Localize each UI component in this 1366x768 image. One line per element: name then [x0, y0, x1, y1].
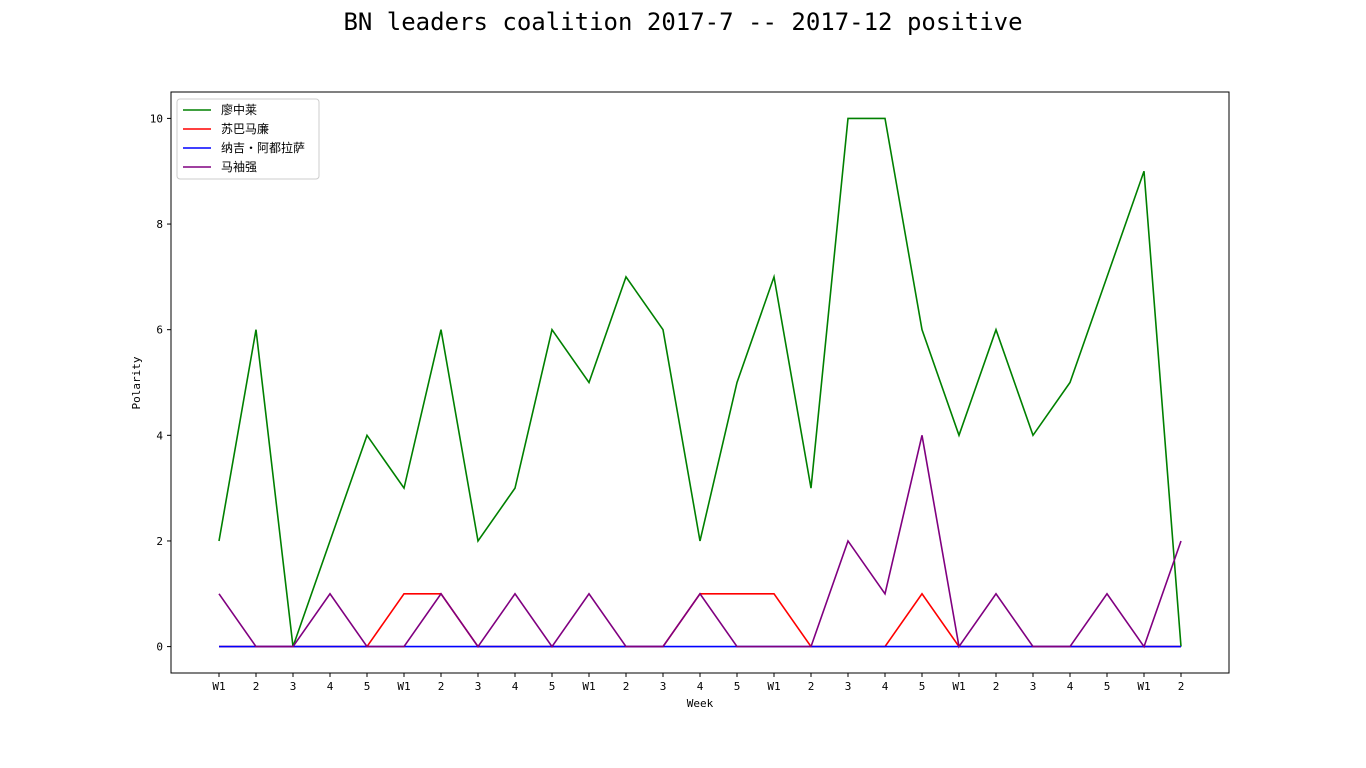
x-tick-label: 3	[845, 680, 852, 693]
series-lines	[218, 117, 1182, 649]
x-tick-label: W1	[1137, 680, 1150, 693]
x-tick-label: 5	[1104, 680, 1111, 693]
legend-label: 纳吉・阿都拉萨	[221, 140, 305, 155]
x-tick-label: 2	[808, 680, 815, 693]
x-tick-label: 4	[882, 680, 889, 693]
x-tick-label: 5	[734, 680, 741, 693]
y-axis-ticks: 0 2 4 6 8 10	[150, 112, 171, 654]
legend-label: 苏巴马廉	[221, 121, 269, 136]
x-tick-label: W1	[952, 680, 965, 693]
x-tick-label: 2	[253, 680, 260, 693]
x-tick-label: 5	[364, 680, 371, 693]
x-tick-label: 4	[1067, 680, 1074, 693]
y-tick-label: 6	[156, 324, 163, 337]
x-tick-label: W1	[212, 680, 225, 693]
x-tick-label: 4	[512, 680, 519, 693]
x-tick-label: 5	[919, 680, 926, 693]
x-tick-label: 4	[327, 680, 334, 693]
y-tick-label: 2	[156, 535, 163, 548]
x-tick-label: 3	[660, 680, 667, 693]
x-tick-label: W1	[397, 680, 410, 693]
y-tick-label: 0	[156, 641, 163, 654]
x-tick-label: 2	[1178, 680, 1185, 693]
x-tick-label: 2	[438, 680, 445, 693]
x-tick-label: W1	[582, 680, 595, 693]
series-line-1	[219, 592, 1181, 648]
y-tick-label: 10	[150, 112, 163, 125]
x-tick-label: 4	[697, 680, 704, 693]
legend-label: 廖中莱	[221, 102, 257, 117]
x-tick-label: W1	[767, 680, 780, 693]
series-line-0	[218, 117, 1182, 647]
x-tick-label: 2	[993, 680, 1000, 693]
x-axis-label: Week	[687, 697, 714, 710]
x-tick-label: 2	[623, 680, 630, 693]
x-tick-label: 3	[475, 680, 482, 693]
x-tick-label: 3	[290, 680, 297, 693]
x-tick-label: 5	[549, 680, 556, 693]
y-tick-label: 8	[156, 218, 163, 231]
series-line-3	[218, 435, 1182, 649]
y-tick-label: 4	[156, 429, 163, 442]
x-axis-ticks: W1 2 3 4 5 W1 2 3 4 5 W1 2 3 4 5 W1 2 3 4 5 W1 2 3 4 5 W1 2	[212, 673, 1184, 693]
x-tick-label: 3	[1030, 680, 1037, 693]
chart-title: BN leaders coalition 2017-7 -- 2017-12 p…	[343, 8, 1023, 36]
y-axis-label: Polarity	[130, 356, 143, 409]
legend-frame	[176, 98, 320, 180]
legend-label: 马袖强	[221, 159, 257, 174]
